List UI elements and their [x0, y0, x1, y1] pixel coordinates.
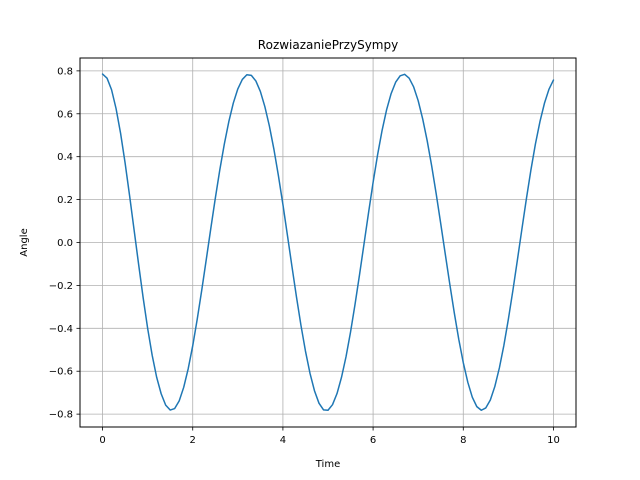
series-line-1: [101, 73, 555, 412]
y-tick-label: 0.6: [57, 109, 73, 120]
x-tick-label: 0: [99, 435, 105, 446]
x-tick-label: 2: [190, 435, 196, 446]
x-tick-label: 4: [280, 435, 286, 446]
x-tick-label: 10: [547, 435, 560, 446]
y-tick-label: 0.2: [57, 195, 73, 206]
y-axis: −0.8 −0.6 −0.4 −0.2 0.0 0.2 0.4 0.6 0.8: [49, 66, 80, 421]
y-tick-label: 0.0: [57, 238, 73, 249]
y-axis-label: Angle: [19, 228, 30, 256]
series-layer: [101, 73, 555, 412]
y-tick-label: −0.4: [49, 324, 73, 335]
grid-lines: [80, 58, 576, 427]
y-tick-label: −0.6: [49, 367, 73, 378]
x-tick-label: 6: [370, 435, 376, 446]
x-axis: 0 2 4 6 8 10: [99, 427, 560, 446]
y-tick-label: 0.4: [57, 152, 73, 163]
y-tick-label: −0.8: [49, 410, 73, 421]
y-tick-label: 0.8: [57, 66, 73, 77]
chart-title: RozwiazaniePrzySympy: [258, 38, 398, 52]
x-axis-label: Time: [315, 459, 340, 470]
y-tick-label: −0.2: [49, 281, 73, 292]
x-tick-label: 8: [460, 435, 466, 446]
